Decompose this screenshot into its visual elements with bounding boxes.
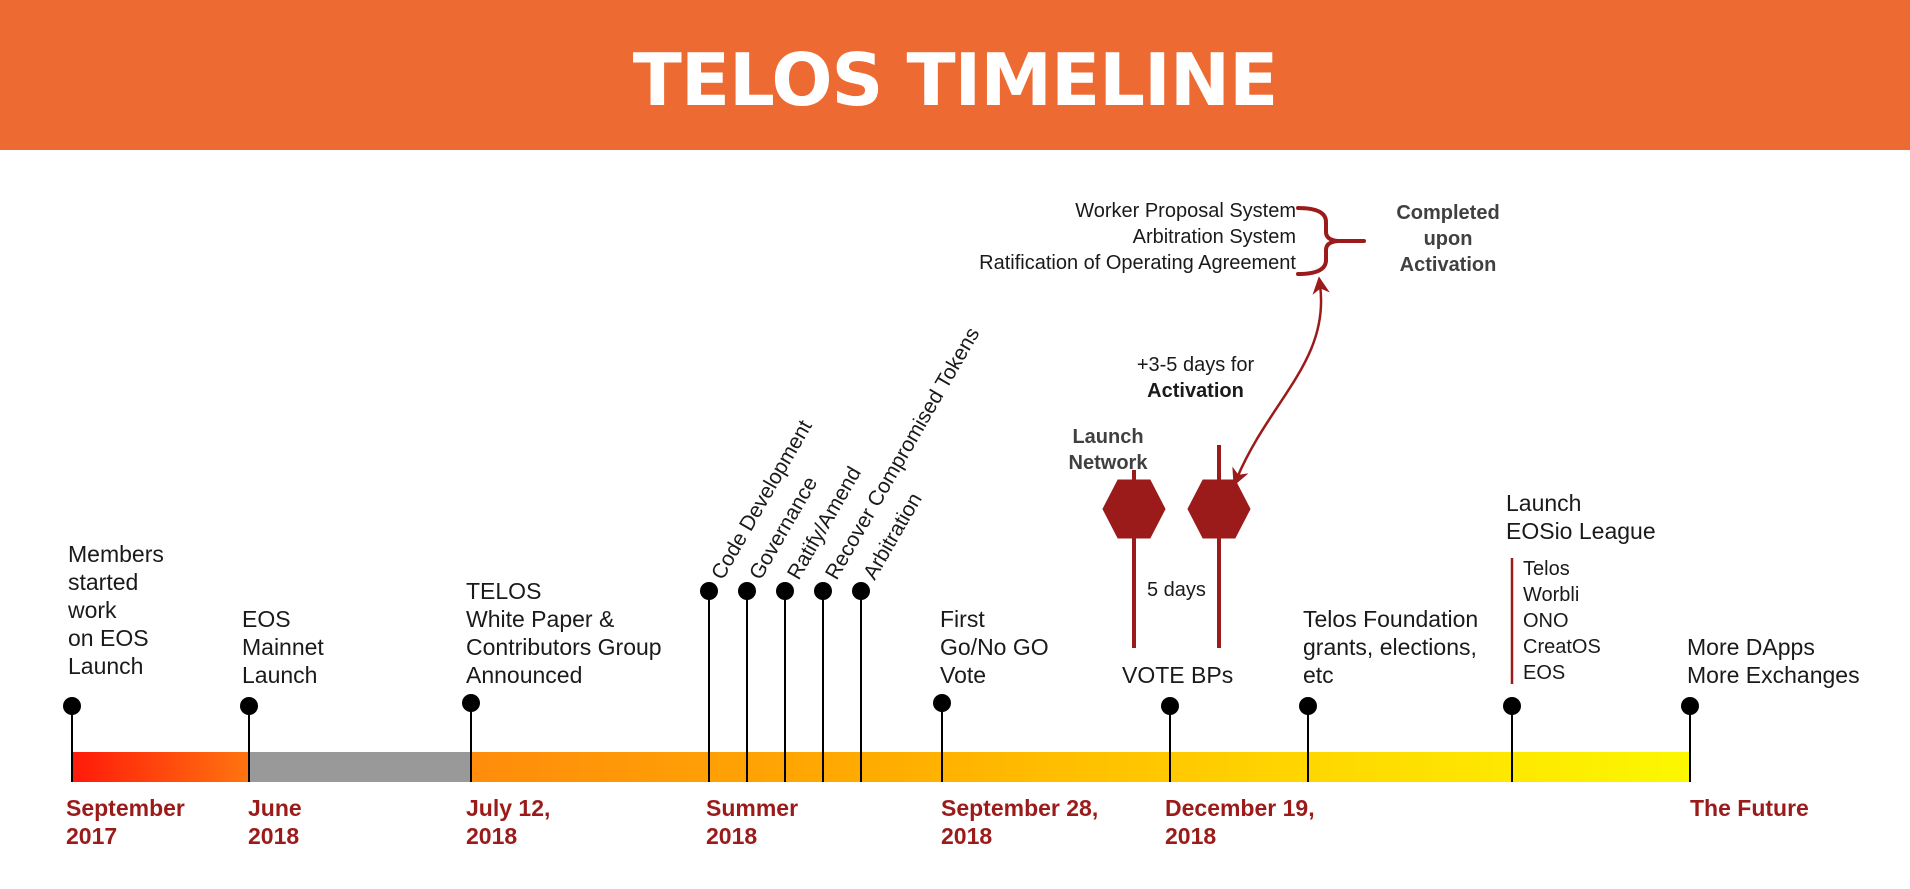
activation-label: Activation <box>1147 380 1244 402</box>
milestone-desc-eosio-league: Launch EOSio League <box>1506 490 1656 544</box>
pin-dot <box>776 582 794 600</box>
pin-dot <box>240 697 258 715</box>
milestone-desc-july-2018: TELOS White Paper & Contributors Group A… <box>466 578 662 688</box>
date-summer-2018: Summer 2018 <box>706 795 799 849</box>
pin-dot <box>700 582 718 600</box>
pin-dot <box>738 582 756 600</box>
milestone-desc-future: More DApps More Exchanges <box>1687 634 1860 688</box>
timeline-band-mainnet <box>249 752 471 782</box>
completed-item-worker-proposal: Worker Proposal System <box>1075 200 1296 222</box>
header-banner: TELOS TIMELINE <box>0 0 1910 150</box>
launch-hexagon-left <box>1102 479 1166 539</box>
activation-arrow <box>1232 276 1330 487</box>
date-june-2018: June 2018 <box>248 795 302 849</box>
eosio-league-list: Telos Worbli ONO CreatOS EOS <box>1523 558 1601 684</box>
activation-prefix: +3-5 days for <box>1136 354 1255 376</box>
curly-brace <box>1296 206 1366 276</box>
completed-item-arbitration: Arbitration System <box>1132 226 1296 248</box>
date-sep-28-2018: September 28, 2018 <box>941 795 1099 849</box>
pin-dot <box>1161 697 1179 715</box>
milestone-desc-dec-19: VOTE BPs <box>1122 662 1234 688</box>
milestone-desc-sep-2017: Members started work on EOS Launch <box>68 541 164 679</box>
pin-dot <box>1299 697 1317 715</box>
pin-dot <box>462 694 480 712</box>
pin-dot <box>63 697 81 715</box>
five-days-label: 5 days <box>1147 579 1206 601</box>
pin-dot <box>933 694 951 712</box>
pin-dot <box>814 582 832 600</box>
milestone-desc-june-2018: EOS Mainnet Launch <box>242 606 324 688</box>
pin-dot <box>852 582 870 600</box>
timeline-band-start <box>72 752 249 782</box>
timeline-band-future <box>471 752 1691 782</box>
date-sep-2017: September 2017 <box>66 795 185 849</box>
pin-dot <box>1503 697 1521 715</box>
date-the-future: The Future <box>1690 795 1809 821</box>
completed-item-ratification: Ratification of Operating Agreement <box>979 252 1296 274</box>
launch-hexagon-right <box>1187 479 1251 539</box>
milestone-desc-sep-28: First Go/No GO Vote <box>940 606 1049 688</box>
date-july-2018: July 12, 2018 <box>466 795 551 849</box>
launch-network-label: Launch Network <box>1068 426 1148 474</box>
completed-upon-activation-label: Completed upon Activation <box>1396 202 1500 276</box>
milestone-desc-foundation: Telos Foundation grants, elections, etc <box>1303 606 1479 688</box>
page-title: TELOS TIMELINE <box>632 38 1279 122</box>
pin-dot <box>1681 697 1699 715</box>
date-dec-19-2018: December 19, 2018 <box>1165 795 1315 849</box>
